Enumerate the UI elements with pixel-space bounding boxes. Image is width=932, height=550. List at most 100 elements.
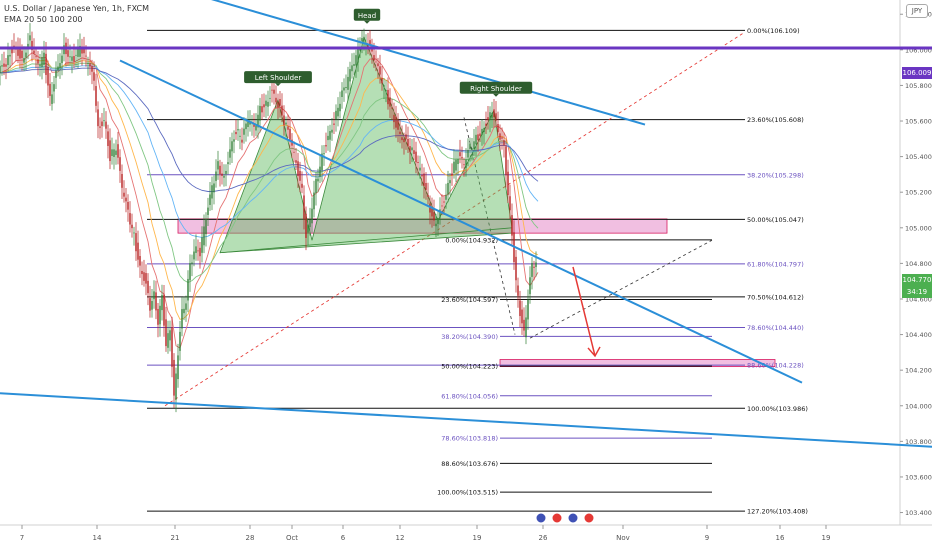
candle-body <box>265 100 267 106</box>
candle-body <box>163 294 165 326</box>
candle-body <box>139 256 141 266</box>
candle-body <box>105 121 107 129</box>
candle-body <box>299 170 301 181</box>
candle-body <box>523 319 525 331</box>
fib-level-label: 0.00%(106.109) <box>747 27 800 35</box>
fib-level-label: 23.60%(105.608) <box>747 116 804 124</box>
candle-body <box>43 52 45 65</box>
economic-event-icon <box>567 512 579 524</box>
candle-body <box>323 153 325 155</box>
candle-body <box>467 149 469 158</box>
candle-body <box>81 46 83 54</box>
candle-body <box>443 201 445 203</box>
x-tick-label: 7 <box>20 534 24 542</box>
candle-body <box>471 148 473 150</box>
leg-dashed <box>463 117 516 335</box>
candle-body <box>357 48 359 63</box>
y-tick-label: 104.800 <box>905 260 932 268</box>
fib-diagonal-secondary-dashed <box>529 239 713 339</box>
candle-body <box>233 139 235 142</box>
candle-body <box>501 137 503 139</box>
candle-body <box>257 114 259 128</box>
candle-body <box>411 147 413 151</box>
candle-body <box>397 119 399 130</box>
candle-body <box>493 109 495 118</box>
candle-body <box>495 113 497 121</box>
candle-body <box>147 280 149 294</box>
fib-level-label: 61.80%(104.797) <box>747 260 804 268</box>
candle-body <box>349 69 351 82</box>
y-tick-label: 104.000 <box>905 402 932 410</box>
candle-body <box>391 107 393 109</box>
y-tick-label: 105.800 <box>905 82 932 90</box>
chart-header: U.S. Dollar / Japanese Yen, 1h, FXCM EMA… <box>4 3 149 25</box>
y-tick-label: 105.600 <box>905 118 932 126</box>
candle-body <box>119 157 121 171</box>
candle-body <box>481 128 483 135</box>
candle-body <box>275 97 277 103</box>
candle-body <box>395 116 397 128</box>
candle-body <box>331 129 333 133</box>
candle-body <box>87 63 89 65</box>
y-tick-label: 103.600 <box>905 473 932 481</box>
pattern-label-box <box>244 71 312 84</box>
y-tick-label: 105.400 <box>905 153 932 161</box>
candle-body <box>527 299 529 320</box>
candle-body <box>319 166 321 177</box>
candle-body <box>53 84 55 92</box>
candle-body <box>109 140 111 162</box>
candle-body <box>173 359 175 396</box>
candle-body <box>327 135 329 141</box>
candle-body <box>313 192 315 210</box>
candle-body <box>399 131 401 135</box>
candle-body <box>341 90 343 98</box>
candle-body <box>303 195 305 219</box>
candle-body <box>143 272 145 281</box>
candle-body <box>433 212 435 221</box>
x-tick-label: 28 <box>246 534 255 542</box>
candle-body <box>263 104 265 108</box>
trend-line <box>0 392 932 448</box>
candle-body <box>437 218 439 224</box>
candle-body <box>9 54 11 57</box>
candle-body <box>151 301 153 310</box>
candle-body <box>441 205 443 207</box>
candle-body <box>355 55 357 66</box>
candle-body <box>387 89 389 105</box>
candle-body <box>203 226 205 246</box>
candle-body <box>465 159 467 168</box>
candle-body <box>499 133 501 140</box>
economic-event-icon <box>583 512 595 524</box>
candle-body <box>329 131 331 140</box>
currency-badge[interactable]: JPY <box>906 4 928 18</box>
candle-body <box>359 49 361 51</box>
x-tick-label: 9 <box>705 534 709 542</box>
pattern-label: Right Shoulder <box>470 85 522 93</box>
candle-body <box>535 262 537 268</box>
candle-body <box>505 146 507 176</box>
candle-body <box>247 121 249 128</box>
candle-body <box>457 159 459 165</box>
candle-body <box>271 89 273 91</box>
candle-body <box>497 124 499 133</box>
candle-body <box>483 127 485 133</box>
symbol-title: U.S. Dollar / Japanese Yen, 1h, FXCM <box>4 4 150 13</box>
candle-body <box>51 94 53 104</box>
candle-body <box>169 330 171 341</box>
candle-body <box>171 327 173 367</box>
candle-body <box>393 114 395 123</box>
candle-body <box>179 331 181 351</box>
candle-body <box>61 55 63 64</box>
candle-body <box>511 215 513 236</box>
candle-body <box>309 219 311 228</box>
candle-body <box>347 76 349 90</box>
candle-body <box>281 105 283 116</box>
candle-body <box>385 89 387 92</box>
candle-body <box>131 224 133 229</box>
candle-body <box>279 99 281 106</box>
candle-body <box>231 141 233 152</box>
fib-level-label: 78.60%(104.440) <box>747 324 804 332</box>
candle-body <box>49 83 51 96</box>
